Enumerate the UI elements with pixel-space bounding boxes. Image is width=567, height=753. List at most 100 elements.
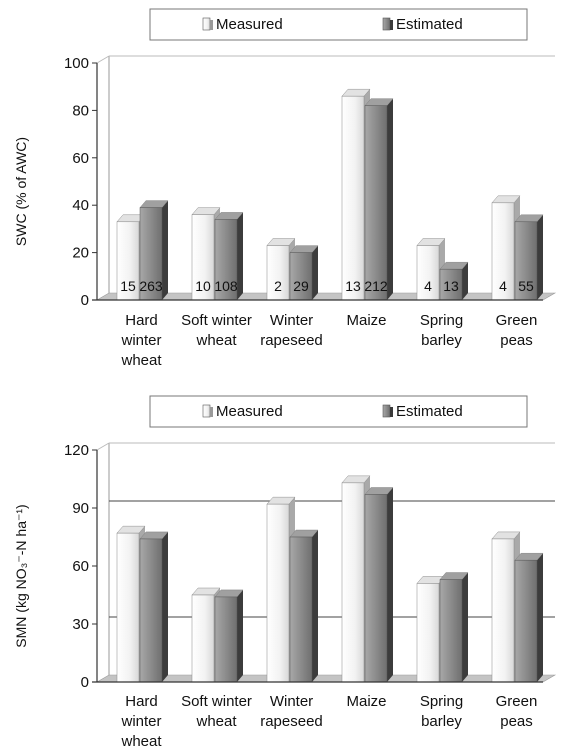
legend: Measured Estimated bbox=[149, 395, 528, 428]
bar-face bbox=[364, 494, 388, 683]
wall-corner bbox=[96, 55, 110, 64]
y-axis-label: SWC (% of AWC) bbox=[13, 137, 29, 246]
category-label: wheat bbox=[195, 332, 237, 349]
data-label: 263 bbox=[139, 278, 163, 294]
legend-label-measured: Measured bbox=[216, 403, 283, 420]
bar-face bbox=[491, 538, 515, 683]
bar-face bbox=[439, 579, 463, 683]
bar-face bbox=[341, 482, 365, 683]
bar-face bbox=[514, 559, 538, 683]
category-label: rapeseed bbox=[260, 332, 323, 349]
bar-face bbox=[191, 594, 215, 683]
y-tick-label: 80 bbox=[72, 102, 89, 119]
category-label: winter bbox=[120, 332, 161, 349]
legend-swatch-side bbox=[210, 20, 213, 30]
category-label: wheat bbox=[120, 352, 162, 369]
bar-face bbox=[266, 503, 290, 683]
y-axis-label: SMN (kg NO₃⁻-N ha⁻¹) bbox=[13, 504, 29, 647]
bar-face bbox=[139, 538, 163, 683]
legend-swatch-side bbox=[210, 407, 213, 417]
category-label: Hard bbox=[125, 312, 158, 329]
y-tick-label: 100 bbox=[64, 55, 89, 72]
y-tick-label: 0 bbox=[81, 292, 89, 309]
data-label: 15 bbox=[120, 278, 136, 294]
legend-swatch-measured bbox=[202, 404, 211, 418]
category-label: peas bbox=[500, 332, 533, 349]
data-label: 4 bbox=[424, 278, 432, 294]
y-tick-label: 90 bbox=[72, 500, 89, 517]
bar-estimated bbox=[289, 529, 319, 683]
data-label: 2 bbox=[274, 278, 282, 294]
legend-label-measured: Measured bbox=[216, 16, 283, 33]
bar-side bbox=[537, 214, 543, 300]
category-label: Winter bbox=[270, 312, 313, 329]
category-label: winter bbox=[120, 713, 161, 730]
category-label: Soft winter bbox=[181, 312, 252, 329]
category-label: peas bbox=[500, 713, 533, 730]
bar-side bbox=[462, 262, 468, 300]
category-label: rapeseed bbox=[260, 713, 323, 730]
bar-face bbox=[364, 105, 388, 301]
y-tick-label: 20 bbox=[72, 245, 89, 262]
legend-swatch-side bbox=[390, 407, 393, 417]
bar-side bbox=[387, 98, 393, 300]
smn-chart: Measured Estimated 0 30 60 90 120 SMN (kg NO₃⁻-… bbox=[13, 395, 557, 750]
category-label: Maize bbox=[346, 312, 386, 329]
bar-estimated bbox=[364, 98, 394, 301]
category-label: Spring bbox=[420, 693, 463, 710]
data-label: 212 bbox=[364, 278, 388, 294]
y-tick-label: 0 bbox=[81, 674, 89, 691]
category-label: Soft winter bbox=[181, 693, 252, 710]
legend-swatch-estimated bbox=[382, 404, 391, 418]
bar-estimated bbox=[364, 487, 394, 683]
data-label: 13 bbox=[443, 278, 459, 294]
bar-face bbox=[341, 95, 365, 301]
bar-face bbox=[116, 532, 140, 683]
bar-estimated bbox=[439, 261, 469, 301]
data-label: 4 bbox=[499, 278, 507, 294]
swc-chart: Measured Estimated 0 20 40 60 80 100 SWC (% of A… bbox=[13, 8, 557, 369]
legend: Measured Estimated bbox=[149, 8, 528, 41]
category-label: Winter bbox=[270, 693, 313, 710]
category-label: barley bbox=[421, 332, 462, 349]
bar-face bbox=[214, 596, 238, 683]
bar-side bbox=[537, 553, 543, 682]
legend-swatch-side bbox=[390, 20, 393, 30]
data-label: 29 bbox=[293, 278, 309, 294]
category-label: Maize bbox=[346, 693, 386, 710]
category-label: barley bbox=[421, 713, 462, 730]
legend-swatch-estimated bbox=[382, 17, 391, 31]
y-tick-label: 30 bbox=[72, 616, 89, 633]
bar-side bbox=[162, 200, 168, 300]
wall-corner bbox=[96, 442, 110, 451]
data-label: 13 bbox=[345, 278, 361, 294]
y-tick-label: 60 bbox=[72, 150, 89, 167]
data-label: 108 bbox=[214, 278, 238, 294]
bar-face bbox=[416, 583, 440, 683]
bar-estimated bbox=[514, 553, 544, 683]
legend-label-estimated: Estimated bbox=[396, 403, 463, 420]
y-tick-label: 60 bbox=[72, 558, 89, 575]
category-label: Green bbox=[496, 312, 538, 329]
bar-side bbox=[387, 487, 393, 682]
category-label: wheat bbox=[120, 733, 162, 750]
y-tick-label: 120 bbox=[64, 442, 89, 459]
bar-side bbox=[462, 572, 468, 682]
bar-estimated bbox=[214, 589, 244, 683]
data-label: 10 bbox=[195, 278, 211, 294]
legend-label-estimated: Estimated bbox=[396, 16, 463, 33]
legend-swatch-measured bbox=[202, 17, 211, 31]
bar-face bbox=[289, 536, 313, 683]
bar-estimated bbox=[214, 212, 244, 301]
category-label: Spring bbox=[420, 312, 463, 329]
bar-estimated bbox=[289, 245, 319, 301]
bar-side bbox=[237, 212, 243, 300]
bar-side bbox=[312, 530, 318, 682]
bar-side bbox=[237, 589, 243, 682]
bar-estimated bbox=[139, 531, 169, 683]
y-tick-label: 40 bbox=[72, 197, 89, 214]
data-label: 55 bbox=[518, 278, 534, 294]
category-label: Hard bbox=[125, 693, 158, 710]
bar-side bbox=[312, 245, 318, 300]
